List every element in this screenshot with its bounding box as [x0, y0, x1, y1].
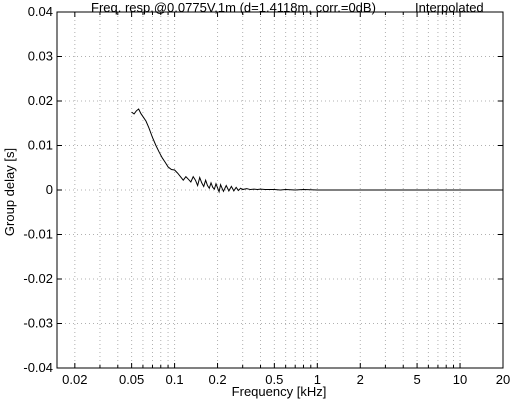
- chart-title-right: Interpolated: [415, 0, 484, 15]
- x-tick-label: 0.2: [209, 372, 227, 387]
- x-tick-label: 2: [357, 372, 364, 387]
- x-tick-label: 1: [314, 372, 321, 387]
- x-tick-label: 0.05: [119, 372, 144, 387]
- chart-title: Freq. resp.@0.0775V,1m (d=1.4118m, corr.…: [91, 0, 376, 15]
- x-tick-label: 10: [453, 372, 467, 387]
- y-tick-label: 0.02: [28, 93, 53, 108]
- series-line: [131, 108, 503, 194]
- x-tick-label: 0.02: [62, 372, 87, 387]
- x-tick-label: 0.1: [166, 372, 184, 387]
- grid-layer: [57, 11, 504, 369]
- x-tick-label: 5: [413, 372, 420, 387]
- y-tick-label: 0: [46, 182, 53, 197]
- tick-layer: 0.02 0.05 0.1 0.2 0.5 1 2 5 10 20 -0.04 -0.03 -0.02 -…: [23, 4, 510, 387]
- y-tick-label: -0.04: [23, 360, 53, 375]
- y-axis-label: Group delay [s]: [2, 148, 17, 236]
- y-tick-label: 0.03: [28, 49, 53, 64]
- x-tick-label: 0.5: [265, 372, 283, 387]
- y-tick-label: -0.01: [23, 227, 53, 242]
- y-tick-label: -0.03: [23, 316, 53, 331]
- series-layer: [131, 108, 503, 194]
- y-tick-label: 0.01: [28, 138, 53, 153]
- y-tick-label: -0.02: [23, 271, 53, 286]
- y-tick-label: 0.04: [28, 4, 53, 19]
- x-tick-label: 20: [496, 372, 510, 387]
- label-layer: Freq. resp.@0.0775V,1m (d=1.4118m, corr.…: [2, 0, 484, 399]
- x-axis-label: Frequency [kHz]: [232, 384, 327, 399]
